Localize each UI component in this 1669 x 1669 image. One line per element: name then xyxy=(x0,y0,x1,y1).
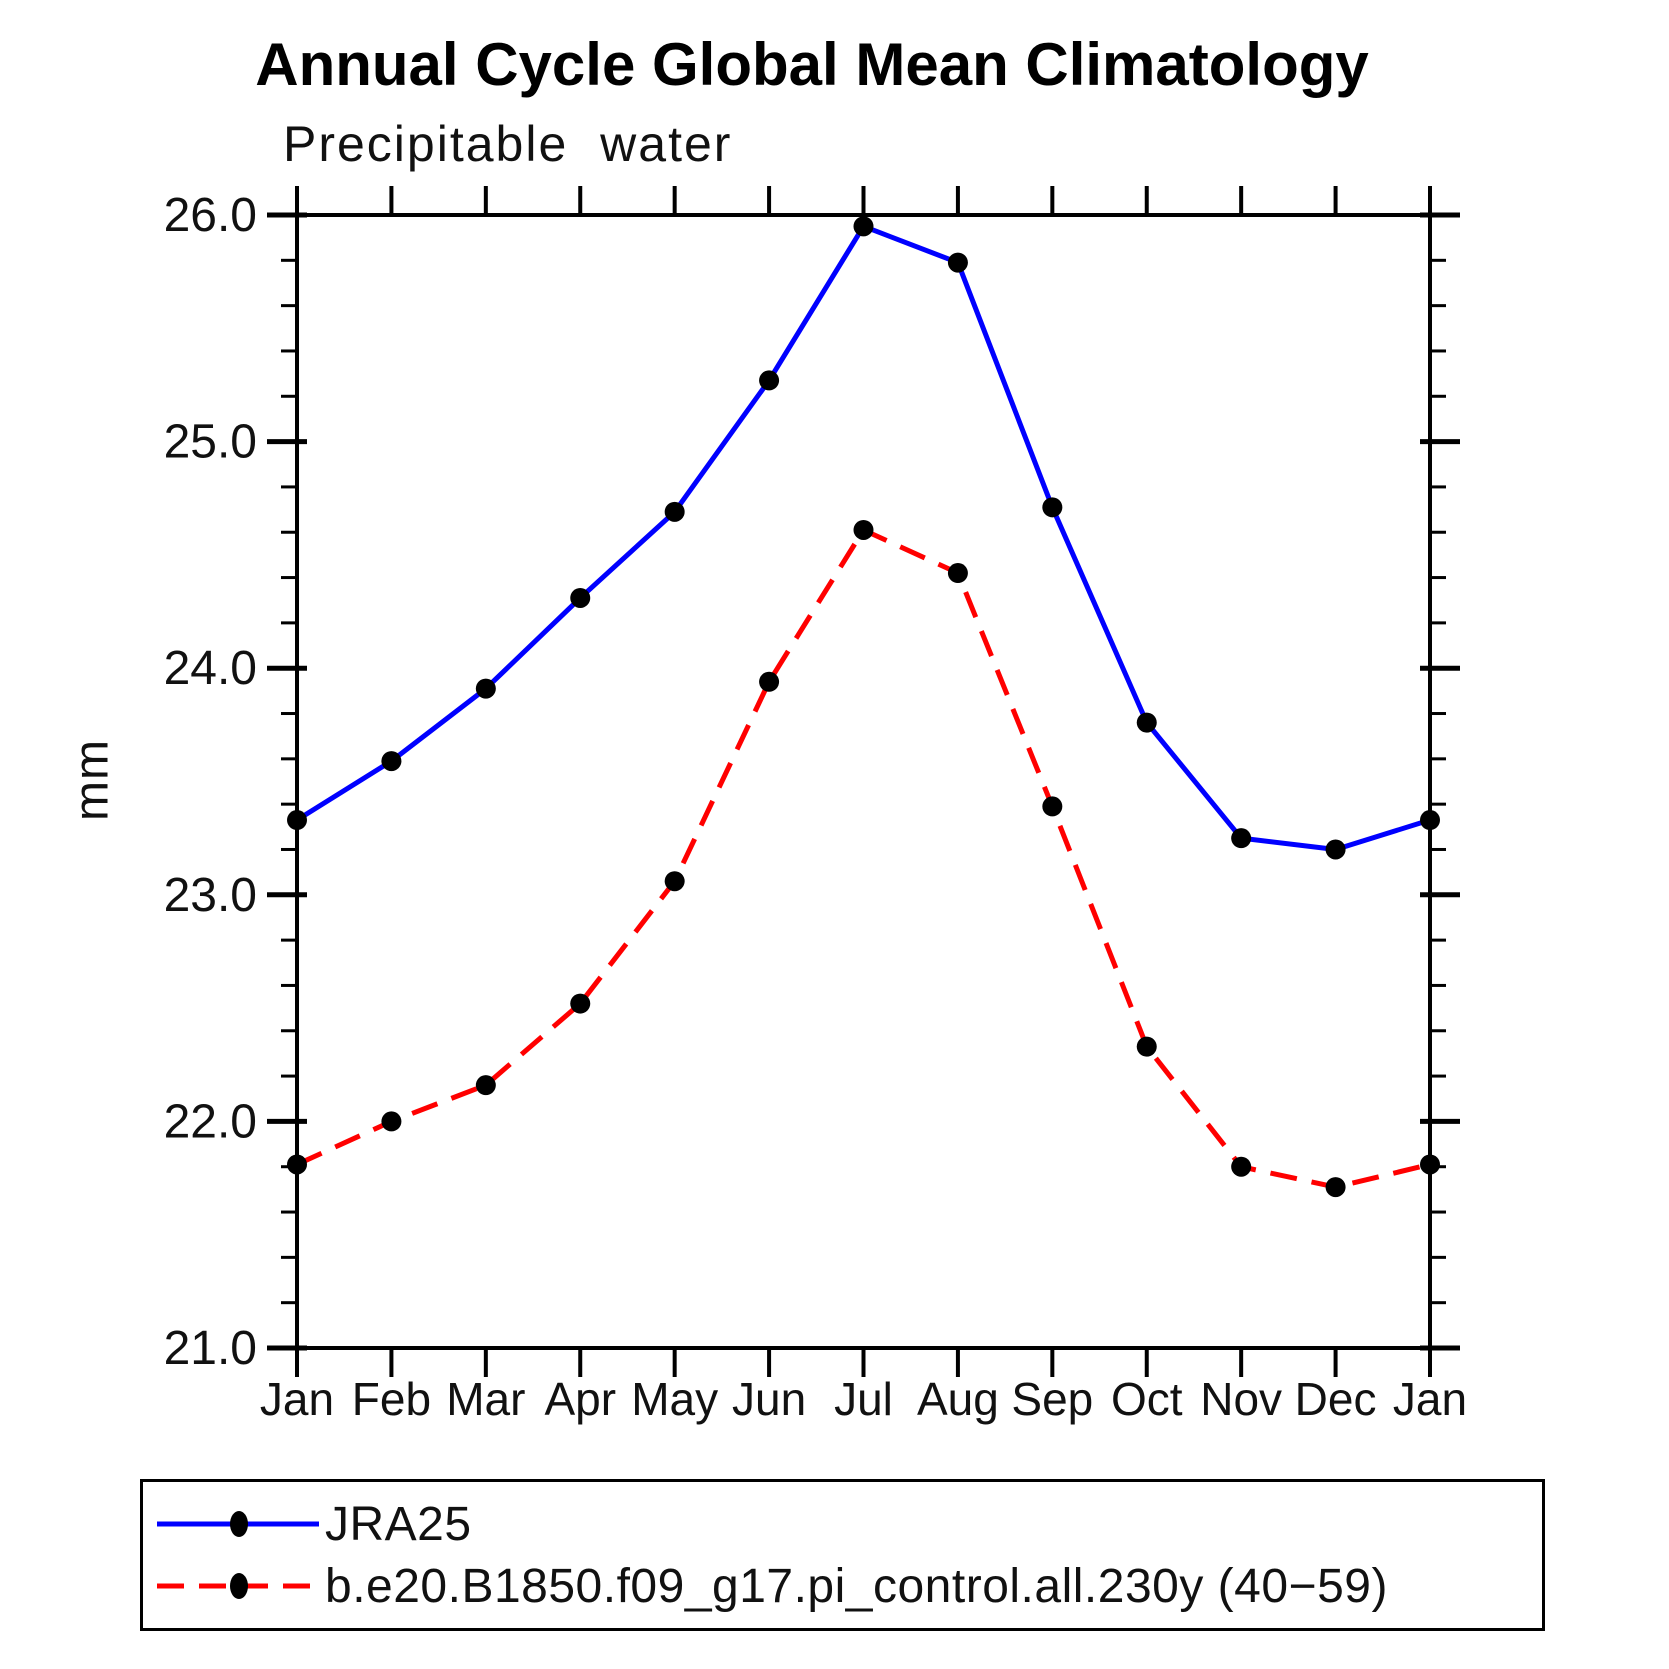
x-tick-label: Jan xyxy=(260,1373,334,1425)
data-point-marker-model xyxy=(759,671,780,692)
x-tick-label: Jun xyxy=(732,1373,806,1425)
data-point-marker-model xyxy=(1136,1036,1157,1057)
data-point-marker-jra25 xyxy=(1231,828,1252,849)
x-tick-label: Jan xyxy=(1393,1373,1467,1425)
data-point-marker-model xyxy=(287,1154,307,1175)
x-tick-label: Mar xyxy=(446,1373,525,1425)
x-tick-label: Apr xyxy=(544,1373,616,1425)
chart-title: Annual Cycle Global Mean Climatology xyxy=(255,31,1369,98)
y-tick-label: 25.0 xyxy=(164,416,257,469)
data-point-marker-jra25 xyxy=(475,678,496,699)
data-point-marker-jra25 xyxy=(1325,839,1346,860)
data-point-marker-jra25 xyxy=(570,587,591,608)
legend-label-model: b.e20.B1850.f09_g17.pi_control.all.230y … xyxy=(325,1559,1388,1613)
x-tick-label: Oct xyxy=(1111,1373,1183,1425)
data-point-marker-jra25 xyxy=(1420,810,1440,831)
data-point-marker-jra25 xyxy=(759,370,780,391)
data-point-marker-jra25 xyxy=(1136,712,1157,733)
data-point-marker-model xyxy=(1325,1177,1346,1198)
x-tick-label: Aug xyxy=(917,1373,999,1425)
x-tick-label: Dec xyxy=(1295,1373,1377,1425)
data-point-marker-jra25 xyxy=(287,810,307,831)
data-point-marker-model xyxy=(664,871,685,892)
y-tick-label: 21.0 xyxy=(164,1322,257,1375)
legend-marker-dot xyxy=(230,1511,248,1537)
data-point-marker-model xyxy=(947,563,968,584)
plot-frame xyxy=(295,213,1432,1350)
data-point-marker-jra25 xyxy=(1042,497,1063,518)
data-point-marker-model xyxy=(1231,1156,1252,1177)
legend-item-model: b.e20.B1850.f09_g17.pi_control.all.230y … xyxy=(153,1559,1542,1613)
data-point-marker-model xyxy=(570,993,591,1014)
y-tick-label: 23.0 xyxy=(164,869,257,922)
chart-subtitle: Precipitable water xyxy=(283,116,733,172)
legend-line-sample-model xyxy=(157,1573,319,1599)
data-point-marker-jra25 xyxy=(664,501,685,522)
data-point-marker-jra25 xyxy=(947,252,968,273)
x-tick-label: Jul xyxy=(834,1373,893,1425)
legend-box: JRA25 b.e20.B1850.f09_g17.pi_control.all… xyxy=(140,1479,1545,1631)
legend-marker-dot xyxy=(230,1573,248,1599)
y-tick-label: 26.0 xyxy=(164,189,257,242)
data-point-marker-jra25 xyxy=(853,216,874,237)
data-point-marker-model xyxy=(475,1075,496,1096)
x-tick-label: Sep xyxy=(1011,1373,1093,1425)
y-tick-label: 24.0 xyxy=(164,642,257,695)
data-point-marker-model xyxy=(1420,1154,1440,1175)
x-tick-label: May xyxy=(631,1373,718,1425)
data-point-marker-jra25 xyxy=(381,751,402,772)
data-point-marker-model xyxy=(853,519,874,540)
data-point-marker-model xyxy=(1042,796,1063,817)
data-point-marker-model xyxy=(381,1111,402,1132)
x-tick-label: Nov xyxy=(1200,1373,1282,1425)
legend-label-jra25: JRA25 xyxy=(325,1497,472,1551)
legend-line-sample-jra25 xyxy=(157,1511,319,1537)
x-tick-label: Feb xyxy=(352,1373,431,1425)
y-tick-label: 22.0 xyxy=(164,1095,257,1148)
series-line-model xyxy=(295,527,1431,1190)
legend-item-jra25: JRA25 xyxy=(153,1497,1542,1551)
